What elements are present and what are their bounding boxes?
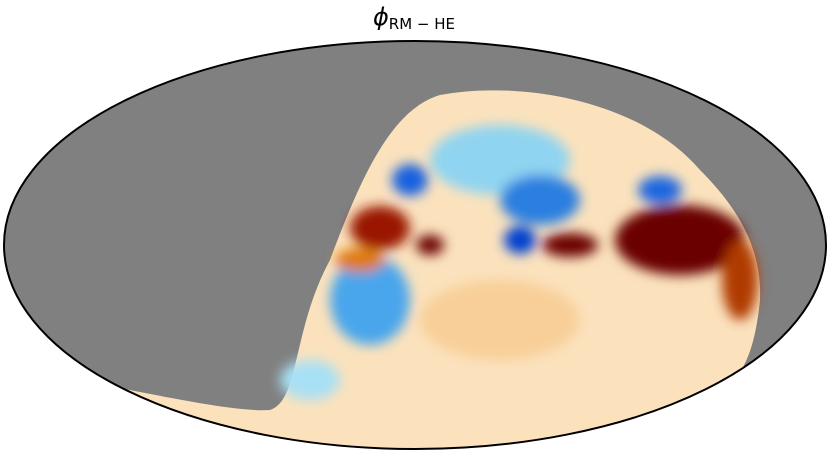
data-region	[110, 90, 761, 449]
orange-patch	[335, 248, 385, 272]
map-border	[3, 40, 827, 450]
orange-patch	[420, 280, 580, 360]
blue-patch	[392, 164, 428, 196]
blue-patch	[280, 360, 340, 400]
title-subscript: RM − HE	[389, 15, 455, 33]
red-patch	[350, 206, 410, 250]
blue-patch	[638, 176, 682, 204]
structure	[280, 125, 758, 400]
red-patch	[542, 233, 598, 257]
red-patch	[416, 235, 444, 255]
red-patch	[722, 240, 758, 320]
blue-patch	[504, 226, 536, 254]
blue-patch	[330, 255, 410, 345]
red-patch	[615, 205, 745, 275]
map-title: ϕRM − HE	[373, 3, 455, 33]
observed-area	[110, 90, 761, 449]
blue-patch	[500, 175, 580, 225]
title-symbol: ϕ	[373, 3, 389, 31]
